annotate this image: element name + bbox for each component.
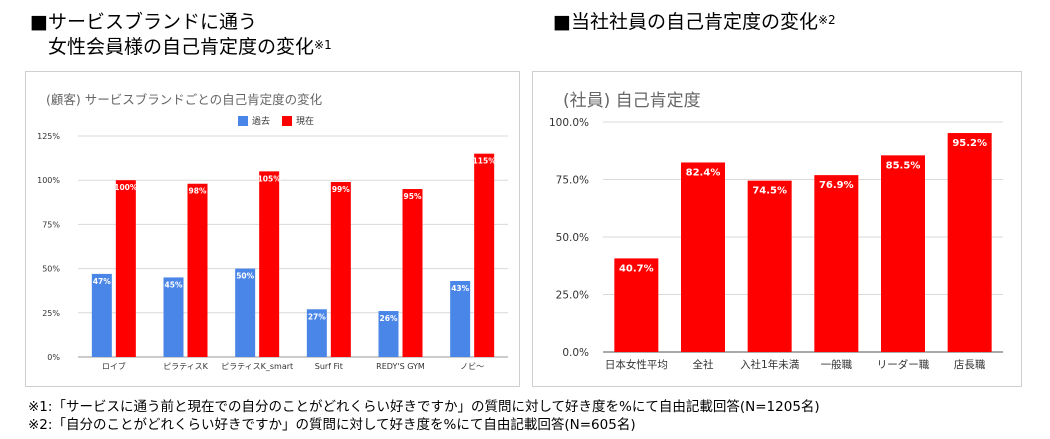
x-tick-label: ロイブ: [102, 361, 126, 371]
data-label: 105%: [258, 174, 282, 183]
y-tick-label: 25.0%: [556, 290, 589, 302]
legend-swatch-past: [238, 115, 248, 126]
data-label: 27%: [308, 312, 326, 321]
bar-now: [330, 181, 351, 357]
left-heading: ■サービスブランドに通う 女性会員様の自己肯定度の変化※1: [30, 10, 332, 60]
bar-now: [187, 183, 208, 357]
data-label: 82.4%: [686, 167, 721, 178]
customer-chart-svg: 0% 25% 50% 75% 100% 125% ロイブ 47% 100% ピラティスK 45% 98…: [37, 132, 508, 371]
data-label: 98%: [189, 187, 207, 196]
x-tick-label: ピラティスK: [163, 362, 209, 371]
bar-now: [259, 171, 280, 357]
left-heading-note-mark: ※1: [314, 38, 332, 52]
bar-staff: [881, 155, 925, 352]
left-heading-line2-wrap: 女性会員様の自己肯定度の変化※1: [30, 35, 332, 60]
data-label: 43%: [451, 284, 469, 293]
footnote-1: ※1:「サービスに通う前と現在での自分のことがどれくらい好きですか」の質問に対し…: [28, 399, 820, 415]
staff-chart-svg: 0.0% 25.0% 50.0% 75.0% 100.0% 40.7% 日本女性平均 82.4…: [549, 117, 1003, 371]
bar-past: [91, 273, 112, 357]
legend-swatch-now: [282, 115, 293, 126]
x-tick-label: ピラティスK_smart: [221, 362, 293, 371]
customer-chart-title: (顧客) サービスブランドごとの自己肯定度の変化: [46, 92, 323, 107]
staff-chart-title: (社員) 自己肯定度: [563, 91, 701, 111]
data-label: 115%: [473, 157, 497, 166]
data-label: 100%: [114, 183, 138, 192]
data-label: 26%: [380, 314, 398, 323]
y-tick-label: 75%: [42, 220, 60, 229]
bar-past: [450, 280, 471, 357]
customer-chart-panel: (顧客) サービスブランドごとの自己肯定度の変化 過去 現在 0% 25% 50% 7…: [25, 71, 520, 387]
y-tick-label: 0%: [47, 353, 60, 362]
data-label: 99%: [332, 185, 350, 194]
data-label: 95%: [404, 192, 422, 201]
x-tick-label: リーダー職: [877, 358, 930, 371]
bar-staff: [614, 258, 659, 352]
x-tick-label: 入社1年未満: [740, 358, 800, 371]
bar-staff: [814, 175, 859, 352]
right-heading-note-mark: ※2: [817, 13, 836, 27]
data-label: 76.9%: [819, 180, 854, 191]
data-label: 95.2%: [952, 138, 987, 149]
y-tick-label: 50%: [42, 265, 60, 274]
data-label: 74.5%: [752, 186, 787, 197]
data-label: 45%: [165, 280, 183, 289]
y-tick-label: 100%: [37, 176, 60, 185]
bar-now: [402, 189, 423, 357]
legend-label-now: 現在: [296, 117, 315, 127]
data-label: 85.5%: [886, 160, 921, 171]
data-label: 40.7%: [619, 263, 654, 274]
x-tick-label: REDY'S GYM: [376, 362, 425, 371]
staff-chart-panel: (社員) 自己肯定度 0.0% 25.0% 50.0% 75.0% 100.0% 40.7…: [532, 71, 1022, 387]
x-tick-label: 全社: [693, 358, 714, 371]
x-tick-label: Surf Fit: [315, 362, 343, 371]
left-heading-line1: ■サービスブランドに通う: [30, 11, 257, 33]
y-tick-label: 100.0%: [549, 117, 589, 129]
bar-past: [378, 311, 399, 357]
footnote-2: ※2:「自分のことがどれくらい好きですか」の質問に対して好き度を%にて自由記載回…: [28, 417, 636, 433]
bar-past: [235, 268, 256, 357]
right-heading: ■当社社員の自己肯定度の変化※2: [553, 10, 836, 35]
y-tick-label: 125%: [37, 132, 60, 141]
x-tick-label: 店長職: [954, 358, 986, 371]
legend-label-past: 過去: [252, 117, 271, 127]
customer-chart-legend: 過去 現在: [238, 114, 314, 127]
x-tick-label: ノビ〜: [460, 362, 484, 371]
y-tick-label: 0.0%: [562, 347, 589, 359]
y-tick-label: 75.0%: [556, 175, 589, 187]
bar-now: [474, 153, 495, 357]
bar-staff: [947, 133, 992, 352]
x-tick-label: 日本女性平均: [605, 358, 668, 371]
right-heading-text: ■当社社員の自己肯定度の変化: [553, 11, 818, 33]
y-tick-label: 25%: [42, 309, 60, 318]
data-label: 50%: [236, 272, 254, 281]
x-tick-label: 一般職: [821, 358, 853, 371]
bar-staff: [681, 162, 725, 352]
bar-past: [163, 277, 184, 357]
bar-now: [115, 180, 136, 357]
y-tick-label: 50.0%: [556, 232, 589, 244]
bar-past: [306, 309, 327, 357]
bar-staff: [747, 180, 792, 352]
left-heading-line2: 女性会員様の自己肯定度の変化: [48, 36, 315, 58]
data-label: 47%: [93, 277, 111, 286]
